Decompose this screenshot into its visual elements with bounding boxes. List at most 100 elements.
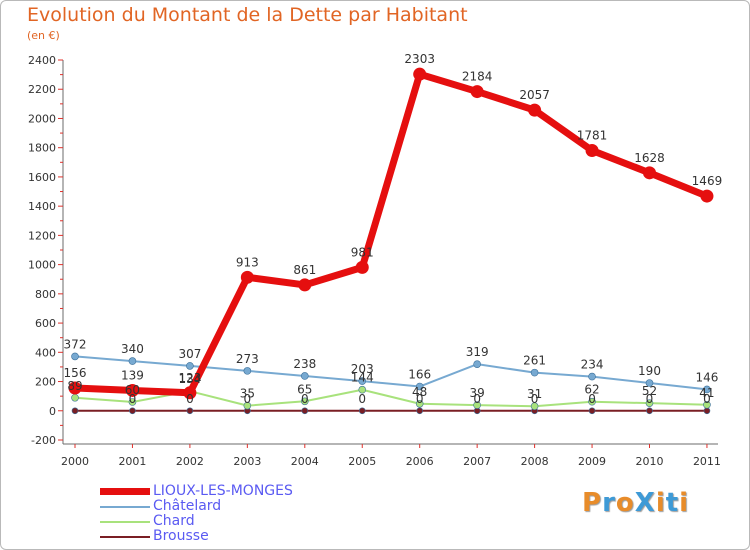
proxiti-logo: ProXiti <box>582 488 689 518</box>
y-tick-label: 0 <box>49 405 56 418</box>
data-label-brousse: 0 <box>473 392 481 406</box>
data-label-chard: 144 <box>351 371 374 385</box>
data-point-brousse <box>358 407 366 415</box>
x-tick-label: 2005 <box>348 455 376 468</box>
data-point-brousse <box>646 407 653 415</box>
legend-label-lioux: LIOUX-LES-MONGES <box>153 483 293 499</box>
data-point-lioux-les-monges <box>298 278 312 292</box>
data-point-brousse <box>71 407 79 415</box>
legend-swatch-brousse <box>100 535 150 538</box>
data-point-brousse <box>703 407 711 415</box>
data-label-brousse: 0 <box>129 392 137 406</box>
y-tick-label: -200 <box>31 434 56 447</box>
y-tick-label: 1200 <box>28 229 56 242</box>
y-tick-label: 1000 <box>28 259 56 272</box>
series-line-lioux-les-monges <box>71 70 711 397</box>
data-label-lioux-les-monges: 156 <box>64 366 87 380</box>
logo-letter: t <box>665 488 680 518</box>
data-label-chatelard: 234 <box>581 358 604 372</box>
data-label-chard: 89 <box>67 379 82 393</box>
data-label-brousse: 0 <box>244 392 252 406</box>
data-label-brousse: 0 <box>416 392 424 406</box>
data-label-chard: 62 <box>584 383 599 397</box>
data-point-lioux-les-monges <box>68 381 82 395</box>
data-point-chard <box>358 385 367 394</box>
data-point-brousse <box>129 407 136 415</box>
x-tick-label: 2001 <box>118 455 146 468</box>
y-tick-label: 400 <box>35 346 56 359</box>
data-label-chatelard: 146 <box>695 370 718 384</box>
y-tick-label: 200 <box>35 376 56 389</box>
data-label-chard: 39 <box>470 386 485 400</box>
x-tick-label: 2003 <box>233 455 261 468</box>
y-tick-label: 800 <box>35 288 56 301</box>
logo-letter: r <box>602 488 616 518</box>
data-point-chard <box>71 393 79 402</box>
data-point-brousse <box>186 407 194 415</box>
line-chart: -200020040060080010001200140016001800200… <box>28 52 723 468</box>
x-tick-label: 2002 <box>176 455 204 468</box>
y-tick-label: 1600 <box>28 171 56 184</box>
data-label-brousse: 0 <box>646 392 654 406</box>
data-point-lioux-les-monges <box>413 67 427 81</box>
data-label-lioux-les-monges: 1469 <box>692 174 723 188</box>
x-tick-label: 2004 <box>291 455 319 468</box>
data-label-lioux-les-monges: 861 <box>293 263 316 277</box>
data-point-chard <box>530 402 539 411</box>
x-tick-label: 2008 <box>521 455 549 468</box>
chart-title: Evolution du Montant de la Dette par Hab… <box>27 4 468 26</box>
logo-letter: P <box>582 488 603 518</box>
data-point-chard <box>588 397 596 406</box>
data-label-lioux-les-monges: 2057 <box>519 88 550 102</box>
data-label-lioux-les-monges: 1781 <box>577 128 608 142</box>
data-label-chatelard: 203 <box>351 362 374 376</box>
data-label-chatelard: 238 <box>293 357 316 371</box>
data-point-chard <box>128 398 137 406</box>
data-point-chatelard <box>703 385 711 394</box>
data-label-lioux-les-monges: 2303 <box>404 52 435 66</box>
data-point-lioux-les-monges <box>700 189 714 203</box>
y-tick-label: 1400 <box>28 200 56 213</box>
data-point-lioux-les-monges <box>183 386 197 400</box>
data-point-lioux-les-monges <box>470 85 484 99</box>
data-label-lioux-les-monges: 1628 <box>634 151 665 165</box>
data-point-chatelard <box>645 379 654 387</box>
data-point-lioux-les-monges <box>240 270 254 284</box>
data-point-chatelard <box>243 367 252 375</box>
data-label-chard: 60 <box>125 383 140 397</box>
y-tick-label: 1800 <box>28 142 56 155</box>
data-point-brousse <box>301 407 309 415</box>
data-point-brousse <box>416 407 424 415</box>
data-label-brousse: 0 <box>301 392 309 406</box>
data-label-lioux-les-monges: 913 <box>236 255 259 269</box>
data-label-lioux-les-monges: 2184 <box>462 70 493 84</box>
data-label-chatelard: 307 <box>178 347 201 361</box>
data-point-chatelard <box>71 352 79 361</box>
data-point-chatelard <box>415 382 424 391</box>
data-label-chatelard: 166 <box>408 368 431 382</box>
y-tick-label: 2200 <box>28 83 56 96</box>
x-tick-label: 2000 <box>61 455 89 468</box>
data-point-lioux-les-monges <box>585 143 599 157</box>
data-label-chatelard: 190 <box>638 364 661 378</box>
legend-label-chard: Chard <box>153 513 195 529</box>
data-point-chard <box>243 401 252 410</box>
legend-label-chatelard: Châtelard <box>153 498 222 514</box>
data-point-chatelard <box>300 372 309 380</box>
x-tick-label: 2010 <box>636 455 664 468</box>
data-point-chatelard <box>530 368 539 377</box>
legend-swatch-chard <box>100 520 150 523</box>
data-point-chard <box>703 400 711 409</box>
data-label-chatelard: 340 <box>121 342 144 356</box>
x-tick-label: 2009 <box>578 455 606 468</box>
data-label-brousse: 0 <box>703 392 711 406</box>
data-point-chard <box>415 399 424 408</box>
data-label-chard: 41 <box>699 386 714 400</box>
data-label-lioux-les-monges: 139 <box>121 368 144 382</box>
x-tick-label: 2006 <box>406 455 434 468</box>
data-point-chatelard <box>358 377 367 385</box>
data-label-chatelard: 273 <box>236 352 259 366</box>
y-tick-label: 2000 <box>28 112 56 125</box>
logo-letter: i <box>679 488 690 518</box>
series-line-chatelard <box>74 355 708 391</box>
